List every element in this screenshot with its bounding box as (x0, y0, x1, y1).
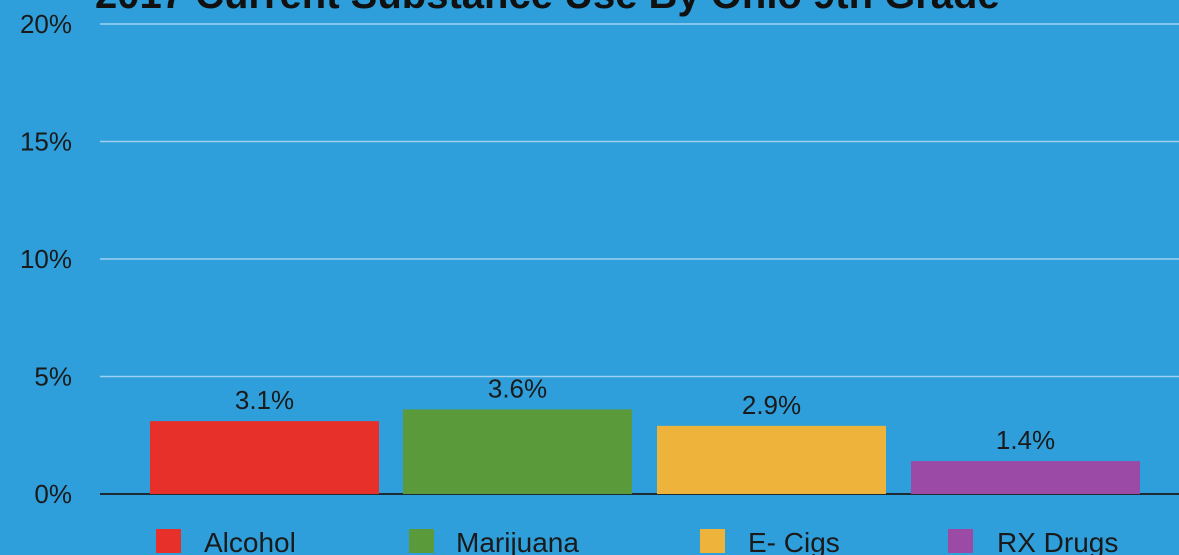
gridlines (100, 23, 1179, 378)
data-label: 1.4% (996, 425, 1055, 455)
legend-swatch (409, 529, 434, 553)
bars (150, 409, 1140, 494)
legend-label: RX Drugs (997, 527, 1118, 555)
data-label: 2.9% (742, 390, 801, 420)
legend-swatch (700, 529, 725, 553)
legend-swatch (948, 529, 973, 553)
bar (911, 461, 1140, 494)
bar (403, 409, 632, 494)
bar (657, 425, 886, 494)
y-tick-label: 5% (34, 362, 72, 392)
legend-label: Marijuana (456, 527, 579, 555)
y-tick-label: 10% (20, 244, 72, 274)
data-label: 3.6% (488, 373, 547, 403)
legend-label: Alcohol (204, 527, 296, 555)
y-tick-label: 20% (20, 9, 72, 39)
data-label: 3.1% (235, 385, 294, 415)
legend: Alcohol Marijuana E- Cigs RX Drugs (156, 527, 1118, 555)
bar (150, 421, 379, 494)
y-tick-label: 15% (20, 127, 72, 157)
data-labels: 3.1% 3.6% 2.9% 1.4% (235, 373, 1055, 455)
y-axis-ticks: 0% 5% 10% 15% 20% (20, 9, 72, 509)
chart-title: 2017 Current Substance Use By Ohio 9th G… (95, 0, 1000, 17)
y-tick-label: 0% (34, 479, 72, 509)
legend-label: E- Cigs (748, 527, 840, 555)
legend-swatch (156, 529, 181, 553)
